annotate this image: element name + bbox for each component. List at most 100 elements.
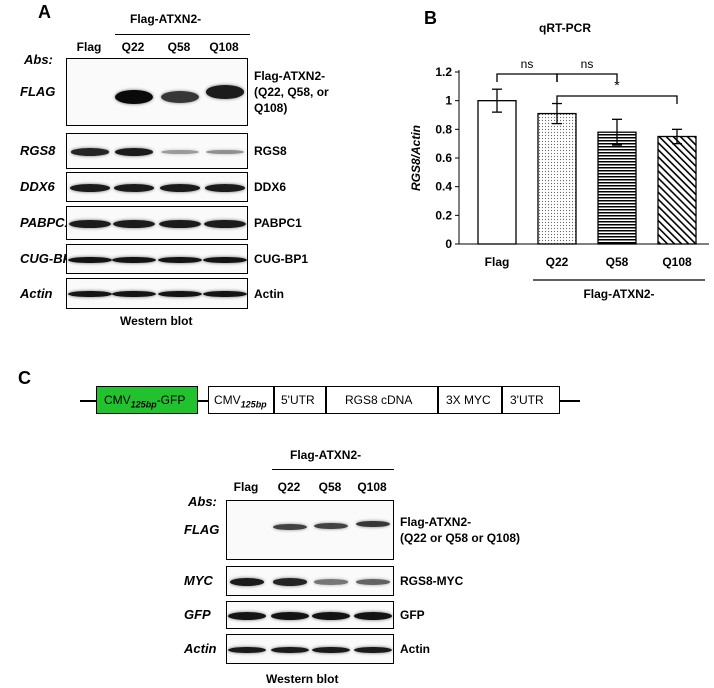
panel-c-lane-label: Q58 — [318, 480, 342, 494]
panel-c-lane-label: Q22 — [277, 480, 301, 494]
utr5-box — [274, 386, 326, 414]
panel-a-band — [114, 184, 154, 192]
gfp-cassette-box — [96, 386, 198, 414]
panel-a-letter: A — [38, 2, 51, 22]
panel-c-blot-myc — [226, 566, 394, 596]
panel-a-lane-label: Q22 — [121, 40, 145, 54]
significance-bracket — [556, 95, 678, 104]
panel-a-band — [159, 219, 201, 229]
panel-a-band — [69, 219, 111, 229]
x-tick-label: Q108 — [662, 255, 692, 269]
panel-a-antibody-label: CUG-BP1 — [20, 251, 79, 266]
significance-label: ns — [521, 57, 534, 71]
panel-a-band — [112, 256, 156, 264]
chart-title: qRT-PCR — [539, 21, 591, 35]
panel-a-blot-ddx6 — [66, 172, 248, 202]
panel-a-band — [71, 148, 109, 156]
panel-a-antibody-label: FLAG — [20, 84, 56, 99]
x-tick-label: Q22 — [546, 255, 569, 269]
panel-c-lane-label: Flag — [233, 480, 259, 494]
significance-bracket — [556, 73, 618, 82]
panel-a-band — [68, 256, 112, 264]
panel-c-protein-label: RGS8-MYC — [400, 574, 464, 588]
panel-a-band — [203, 290, 247, 298]
panel-c-band — [356, 520, 390, 528]
panel-a-antibody-label: RGS8 — [20, 143, 56, 158]
utr3-box — [502, 386, 560, 414]
utr5-label: 5'UTR — [281, 393, 315, 407]
bar-q108 — [657, 135, 697, 245]
bar-q58 — [597, 131, 637, 245]
panel-a-blot-cug-bp1 — [66, 244, 248, 274]
panel-b-bar-chart: qRT-PCR 0 0.2 0.4 0.6 0.8 1 1.2 RGS8/Actin Flag Q2… — [409, 21, 709, 301]
panel-a-protein-label: RGS8 — [254, 144, 287, 158]
panel-c-antibody-label: MYC — [184, 573, 213, 588]
panel-c-antibody-label: GFP — [184, 607, 211, 622]
panel-a-band — [70, 184, 110, 192]
panel-c-protein-label: Actin — [400, 642, 430, 656]
y-tick-label: 1.2 — [435, 65, 452, 79]
panel-a-blot-actin — [66, 278, 248, 309]
panel-c-group-line — [272, 469, 394, 470]
panel-a-band — [112, 290, 156, 298]
myc-tag-label: 3X MYC — [446, 393, 491, 407]
panel-a-lane-label: Q58 — [167, 40, 191, 54]
panel-c-group-label: Flag-ATXN2- — [290, 448, 362, 462]
panel-c-band — [228, 612, 266, 620]
panel-a-band — [206, 85, 244, 99]
panel-c-blot-actin — [226, 634, 394, 664]
panel-b-letter: B — [424, 8, 437, 28]
panel-c-antibody-label: Actin — [184, 641, 217, 656]
panel-a-caption: Western blot — [120, 314, 193, 328]
significance-label: * — [614, 77, 620, 93]
panel-a-lane-label: Q108 — [209, 40, 239, 54]
panel-a-band — [68, 290, 112, 298]
panel-c-band — [314, 522, 348, 530]
panel-a-protein-label: Flag-ATXN2- (Q22, Q58, or Q108) — [254, 69, 329, 115]
panel-c-band — [230, 578, 264, 586]
panel-c-band — [312, 646, 350, 654]
panel-c-abs-label: Abs: — [188, 494, 217, 509]
bar-q22 — [537, 112, 577, 245]
x-tick-label: Flag — [485, 255, 510, 269]
panel-a-band — [161, 149, 199, 155]
panel-a-antibody-label: DDX6 — [20, 179, 55, 194]
rgs8-cdna-box — [326, 386, 438, 414]
panel-a-band — [113, 219, 155, 229]
panel-c-lane-label: Q108 — [357, 480, 387, 494]
y-tick-label: 0 — [445, 237, 452, 251]
group-label: Flag-ATXN2- — [583, 287, 654, 301]
panel-a-protein-label: CUG-BP1 — [254, 252, 309, 266]
panel-a-protein-label: Actin — [254, 286, 284, 301]
panel-c-blot-flag — [226, 500, 394, 560]
y-tick-label: 0.4 — [435, 180, 452, 194]
x-tick-label: Q58 — [606, 255, 629, 269]
panel-c-blot-gfp — [226, 601, 394, 629]
y-axis-label: RGS8/Actin — [409, 125, 423, 191]
panel-c-band — [228, 646, 266, 654]
panel-a-blot-flag — [66, 58, 248, 126]
panel-c-letter: C — [18, 368, 31, 388]
y-tick-label: 0.8 — [435, 122, 452, 136]
panel-a-antibody-label: PABPC1 — [20, 215, 72, 230]
gfp-cassette-label: CMV125bp-GFP — [104, 393, 186, 410]
y-tick-label: 1 — [445, 94, 452, 108]
cmv-promoter-label: CMV125bp — [214, 393, 267, 410]
panel-c-band — [312, 612, 350, 620]
panel-c-protein-label: GFP — [400, 608, 425, 622]
rgs8-cdna-label: RGS8 cDNA — [345, 393, 413, 407]
panel-a-group-label: Flag-ATXN2- — [130, 12, 202, 26]
panel-a-band — [203, 256, 247, 264]
panel-a-band — [206, 149, 244, 155]
panel-a-protein-label: PABPC1 — [254, 216, 302, 230]
significance-label: ns — [581, 57, 594, 71]
utr3-label: 3'UTR — [510, 393, 544, 407]
panel-c-band — [354, 646, 392, 654]
panel-a-band — [160, 184, 200, 192]
panel-c-caption: Western blot — [266, 672, 339, 686]
panel-a-abs-label: Abs: — [24, 52, 53, 67]
cmv-promoter-box — [208, 386, 274, 414]
panel-c-band — [271, 646, 309, 654]
panel-a-band — [115, 148, 153, 156]
panel-c-antibody-label: FLAG — [184, 522, 220, 537]
